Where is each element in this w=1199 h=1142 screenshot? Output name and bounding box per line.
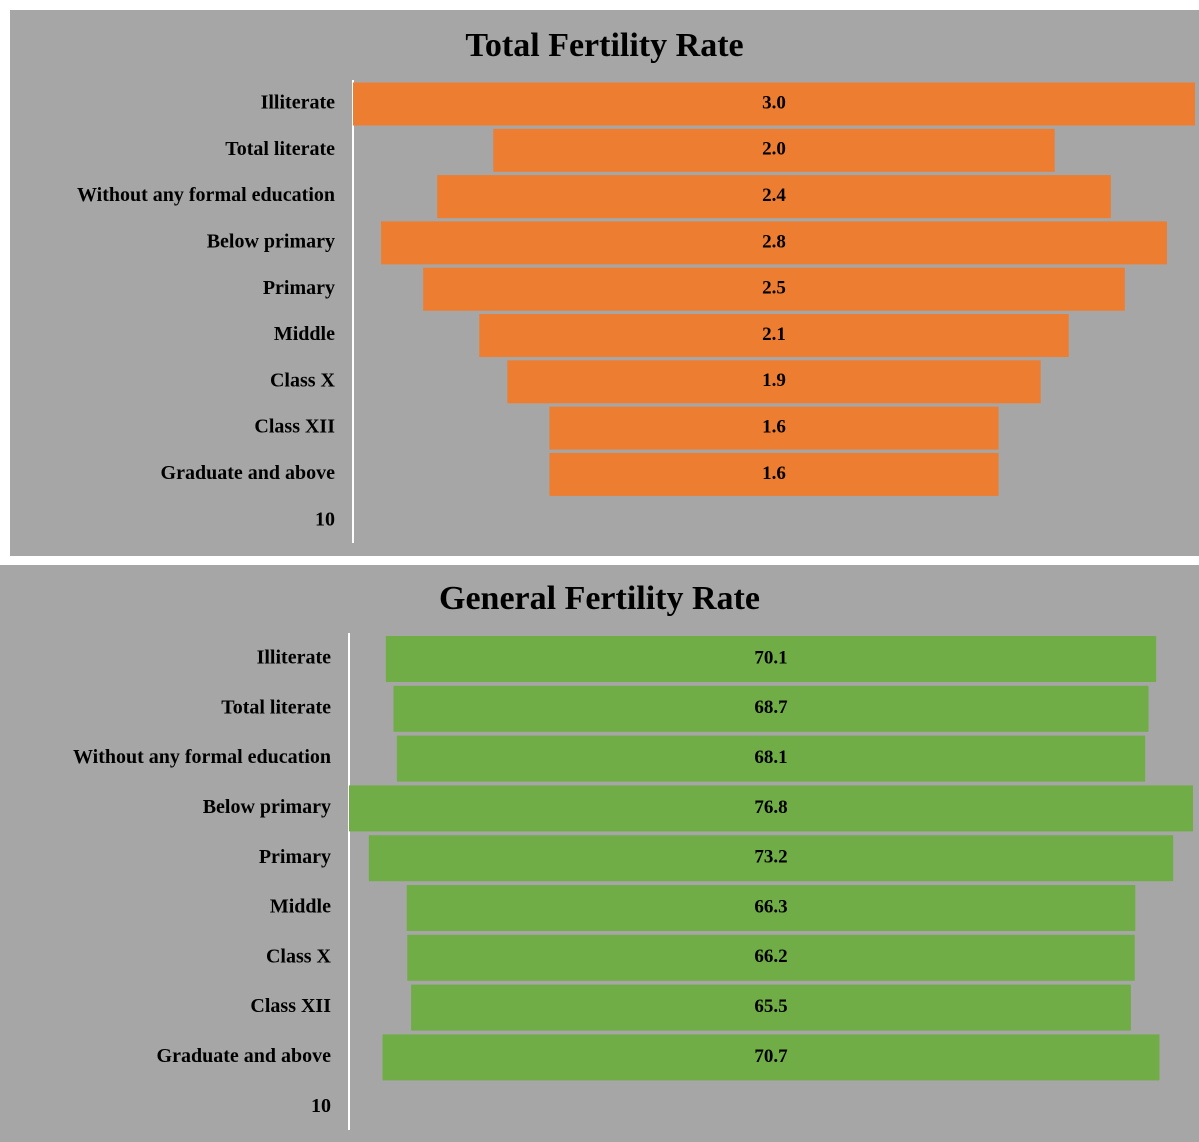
bar: [353, 82, 1195, 126]
value-label: 76.8: [754, 797, 787, 818]
value-label: 3.0: [762, 92, 786, 113]
bar: [396, 735, 1146, 782]
category-label: Primary: [263, 277, 335, 299]
bar: [368, 835, 1174, 882]
bar: [381, 221, 1167, 265]
category-label: Middle: [270, 896, 331, 918]
bar: [437, 175, 1111, 219]
bar: [507, 360, 1041, 404]
category-label: 10: [311, 1095, 331, 1117]
bar: [411, 984, 1131, 1031]
value-label: 1.6: [762, 416, 786, 437]
category-label: Class XII: [250, 995, 331, 1017]
value-label: 70.7: [754, 1046, 788, 1067]
category-label: Illiterate: [257, 647, 332, 669]
bar: [407, 934, 1135, 981]
chart-title: Total Fertility Rate: [465, 27, 743, 64]
bar: [549, 406, 999, 450]
category-label: Graduate and above: [161, 462, 336, 484]
value-label: 65.5: [754, 996, 787, 1017]
category-label: Below primary: [203, 796, 331, 818]
value-label: 2.8: [762, 231, 786, 252]
bar: [406, 885, 1136, 931]
value-label: 1.9: [762, 370, 786, 391]
bar: [385, 636, 1157, 682]
category-label: Without any formal education: [77, 184, 335, 206]
bar: [393, 685, 1149, 732]
category-label: Illiterate: [261, 92, 336, 114]
value-label: 1.6: [762, 463, 786, 484]
chart-title: General Fertility Rate: [439, 580, 760, 617]
value-label: 68.1: [754, 747, 787, 768]
value-label: 73.2: [754, 847, 787, 868]
bar: [382, 1034, 1160, 1081]
category-label: Total literate: [225, 138, 335, 160]
value-label: 66.3: [754, 896, 787, 917]
category-label: Without any formal education: [73, 746, 331, 768]
value-label: 2.1: [762, 324, 786, 345]
value-label: 66.2: [754, 946, 787, 967]
category-label: 10: [315, 508, 335, 530]
category-label: Middle: [274, 323, 335, 345]
category-label: Below primary: [207, 230, 335, 252]
value-label: 70.1: [754, 647, 787, 668]
bar: [423, 267, 1125, 311]
category-label: Class X: [266, 945, 332, 967]
value-label: 68.7: [754, 697, 788, 718]
category-label: Graduate and above: [157, 1045, 332, 1067]
value-label: 2.4: [762, 185, 786, 206]
bar: [493, 128, 1055, 172]
category-label: Class X: [270, 369, 336, 391]
bar: [349, 785, 1193, 832]
category-label: Total literate: [221, 696, 331, 718]
value-label: 2.0: [762, 139, 786, 160]
category-label: Class XII: [254, 416, 335, 438]
category-label: Primary: [259, 846, 331, 868]
bar: [479, 314, 1069, 357]
bar: [549, 452, 999, 496]
value-label: 2.5: [762, 278, 786, 299]
